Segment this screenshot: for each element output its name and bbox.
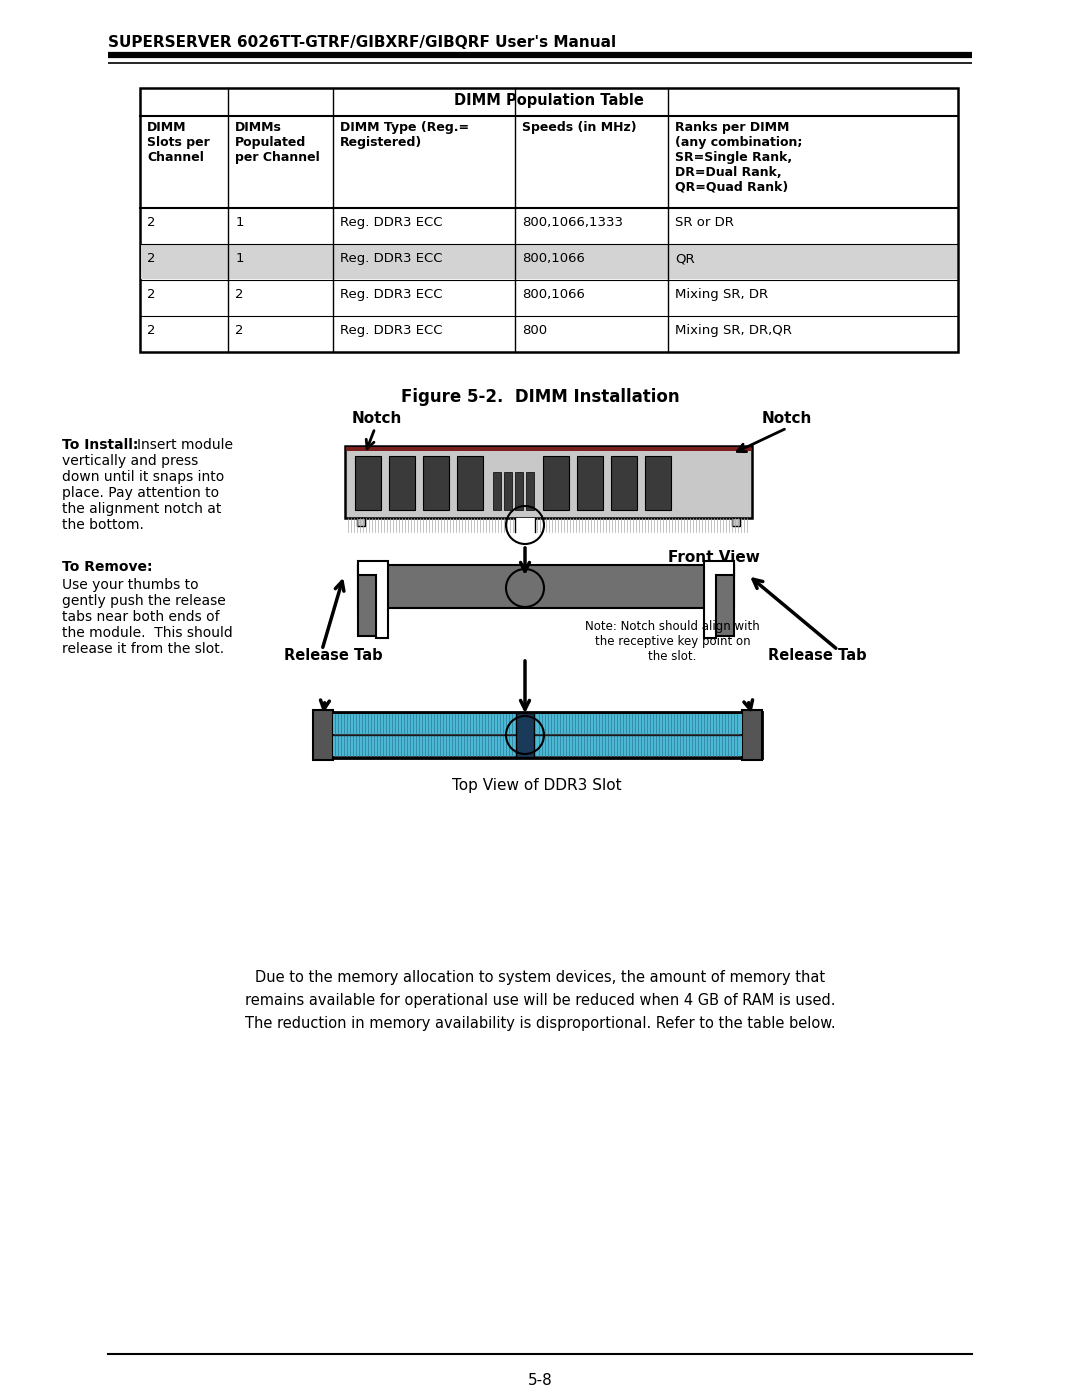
Text: vertically and press: vertically and press — [62, 454, 199, 468]
Text: Insert module: Insert module — [137, 439, 233, 453]
Bar — [577, 455, 603, 510]
Text: Release Tab: Release Tab — [768, 648, 866, 664]
Bar — [457, 455, 483, 510]
Text: 2: 2 — [235, 324, 244, 337]
Text: 5-8: 5-8 — [528, 1373, 552, 1389]
Bar — [313, 712, 762, 759]
Text: QR: QR — [675, 251, 696, 265]
Bar — [712, 564, 734, 636]
Text: The reduction in memory availability is disproportional. Refer to the table belo: The reduction in memory availability is … — [245, 1016, 835, 1031]
Text: 800,1066,1333: 800,1066,1333 — [522, 217, 623, 229]
Text: down until it snaps into: down until it snaps into — [62, 469, 225, 483]
Text: DIMM Population Table: DIMM Population Table — [454, 94, 644, 108]
Text: Speeds (in MHz): Speeds (in MHz) — [522, 122, 636, 134]
Text: 2: 2 — [235, 288, 244, 300]
Bar — [357, 564, 734, 608]
Text: 2: 2 — [147, 324, 156, 337]
Text: Reg. DDR3 ECC: Reg. DDR3 ECC — [340, 288, 443, 300]
Text: Mixing SR, DR: Mixing SR, DR — [675, 288, 769, 300]
Text: the alignment notch at: the alignment notch at — [62, 502, 221, 515]
Text: DIMM
Slots per
Channel: DIMM Slots per Channel — [147, 122, 210, 163]
Text: 2: 2 — [147, 251, 156, 265]
Bar — [742, 710, 762, 760]
Text: release it from the slot.: release it from the slot. — [62, 643, 225, 657]
Text: 800,1066: 800,1066 — [522, 288, 584, 300]
Text: the bottom.: the bottom. — [62, 518, 144, 532]
Text: 1: 1 — [235, 217, 244, 229]
Text: tabs near both ends of: tabs near both ends of — [62, 610, 219, 624]
Text: Ranks per DIMM
(any combination;
SR=Single Rank,
DR=Dual Rank,
QR=Quad Rank): Ranks per DIMM (any combination; SR=Sing… — [675, 122, 802, 194]
Bar — [526, 472, 534, 510]
Bar — [345, 446, 752, 518]
Text: SUPERSERVER 6026TT-GTRF/GIBXRF/GIBQRF User's Manual: SUPERSERVER 6026TT-GTRF/GIBXRF/GIBQRF Us… — [108, 35, 616, 50]
Polygon shape — [704, 562, 734, 638]
Text: Due to the memory allocation to system devices, the amount of memory that: Due to the memory allocation to system d… — [255, 970, 825, 985]
Text: 2: 2 — [147, 217, 156, 229]
Bar — [389, 455, 415, 510]
Text: Reg. DDR3 ECC: Reg. DDR3 ECC — [340, 217, 443, 229]
Text: To Remove:: To Remove: — [62, 560, 152, 574]
Text: DIMMs
Populated
per Channel: DIMMs Populated per Channel — [235, 122, 320, 163]
Bar — [504, 472, 512, 510]
Bar — [357, 564, 380, 636]
Bar — [732, 518, 740, 527]
Bar — [346, 447, 751, 451]
Text: place. Pay attention to: place. Pay attention to — [62, 486, 219, 500]
Bar — [492, 472, 501, 510]
Bar — [333, 736, 742, 756]
Text: Use your thumbs to: Use your thumbs to — [62, 578, 199, 592]
Bar — [515, 472, 523, 510]
Text: Note: Notch should align with
the receptive key point on
the slot.: Note: Notch should align with the recept… — [585, 620, 759, 664]
Text: Reg. DDR3 ECC: Reg. DDR3 ECC — [340, 324, 443, 337]
Text: To Install:: To Install: — [62, 439, 138, 453]
Text: Front View: Front View — [669, 550, 760, 564]
Text: 1: 1 — [235, 251, 244, 265]
Bar — [357, 518, 365, 527]
Text: 800: 800 — [522, 324, 546, 337]
Bar — [141, 244, 957, 279]
Bar — [543, 455, 569, 510]
Text: Figure 5-2.  DIMM Installation: Figure 5-2. DIMM Installation — [401, 388, 679, 407]
Text: remains available for operational use will be reduced when 4 GB of RAM is used.: remains available for operational use wi… — [245, 993, 835, 1009]
Bar — [423, 455, 449, 510]
Polygon shape — [357, 562, 388, 638]
Text: Top View of DDR3 Slot: Top View of DDR3 Slot — [453, 778, 622, 793]
Bar — [515, 518, 535, 532]
Text: Notch: Notch — [762, 411, 812, 426]
Bar — [333, 714, 742, 733]
Text: Mixing SR, DR,QR: Mixing SR, DR,QR — [675, 324, 793, 337]
Text: 2: 2 — [147, 288, 156, 300]
Text: 800,1066: 800,1066 — [522, 251, 584, 265]
Bar — [611, 455, 637, 510]
Text: gently push the release: gently push the release — [62, 594, 226, 608]
Bar — [355, 455, 381, 510]
Text: Release Tab: Release Tab — [284, 648, 382, 664]
Text: Reg. DDR3 ECC: Reg. DDR3 ECC — [340, 251, 443, 265]
Text: the module.  This should: the module. This should — [62, 626, 233, 640]
Bar — [140, 88, 958, 352]
Text: Notch: Notch — [352, 411, 403, 426]
Bar — [313, 710, 333, 760]
Bar — [645, 455, 671, 510]
Text: DIMM Type (Reg.=
Registered): DIMM Type (Reg.= Registered) — [340, 122, 469, 149]
Bar — [516, 712, 534, 757]
Text: SR or DR: SR or DR — [675, 217, 734, 229]
